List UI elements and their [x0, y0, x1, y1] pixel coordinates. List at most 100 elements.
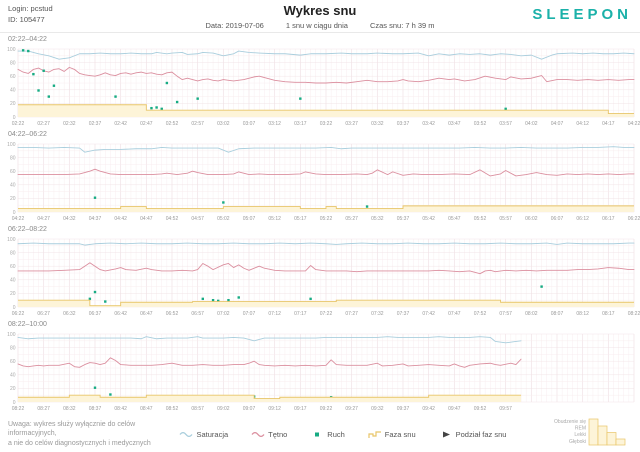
phase-depth-label: Głęboki [569, 438, 586, 444]
x-axis-tick: 05:57 [499, 216, 512, 222]
x-axis-tick: 07:02 [217, 311, 230, 317]
x-axis-tick: 07:07 [243, 311, 256, 317]
disclaimer-line1: Uwaga: wykres służy wyłącznie do celów i… [8, 421, 136, 438]
pulse-legend-icon [251, 431, 265, 437]
x-axis-tick: 08:22 [628, 311, 640, 317]
x-axis-tick: 04:12 [576, 121, 589, 127]
y-axis-tick: 60 [10, 74, 16, 80]
x-axis-tick: 05:37 [397, 216, 410, 222]
x-axis-tick: 04:37 [89, 216, 102, 222]
phase-split-legend-icon [442, 431, 450, 437]
x-axis-tick: 02:52 [166, 121, 179, 127]
y-axis-tick: 100 [7, 47, 16, 53]
legend-label: Saturacja [196, 429, 229, 439]
y-axis-tick: 40 [10, 278, 16, 284]
x-axis-tick: 08:12 [576, 311, 589, 317]
x-axis-tick: 06:17 [602, 216, 615, 222]
y-axis-tick: 80 [10, 155, 16, 161]
sleep-phase-legend-icon [368, 430, 381, 438]
y-axis-tick: 40 [10, 88, 16, 94]
x-axis-tick: 07:22 [320, 311, 333, 317]
panel-time-range: 04:22–06:22 [8, 131, 47, 138]
x-axis-tick: 09:02 [217, 406, 230, 412]
chart-panel-3: 06:22–08:22 0 20 40 60 80 100 06:22 06:27 06:32 06… [0, 223, 640, 318]
y-axis-tick: 80 [10, 60, 16, 66]
x-axis-tick: 06:07 [551, 216, 564, 222]
x-axis-tick: 04:32 [63, 216, 76, 222]
sleep-time-label: Czas snu: 7 h 39 m [369, 21, 435, 31]
y-axis-tick: 40 [10, 183, 16, 189]
sleep-phase-outline [18, 394, 522, 400]
pulse-line [17, 168, 635, 177]
x-axis-tick: 03:42 [422, 121, 435, 127]
x-axis-tick: 07:47 [448, 311, 461, 317]
y-axis-tick: 60 [10, 359, 16, 365]
x-axis-tick: 05:02 [217, 216, 230, 222]
y-axis-tick: 0 [13, 400, 16, 406]
saturation-line [17, 146, 635, 153]
x-axis-tick: 09:57 [499, 406, 512, 412]
x-axis-tick: 08:52 [166, 406, 179, 412]
x-axis-tick: 05:17 [294, 216, 307, 222]
x-axis-tick: 04:42 [114, 216, 127, 222]
sleep-chart-svg: 0 20 40 60 80 100 04:22 04:27 04:32 04:37 04:42 04:… [7, 142, 640, 222]
x-axis-tick: 08:57 [191, 406, 204, 412]
saturation-line [17, 242, 635, 246]
x-axis-tick: 08:22 [12, 406, 25, 412]
x-axis-tick: 03:37 [397, 121, 410, 127]
legend-label: Faza snu [384, 429, 416, 439]
x-axis-tick: 04:52 [166, 216, 179, 222]
x-axis-tick: 06:32 [63, 311, 76, 317]
x-axis-tick: 08:07 [551, 311, 564, 317]
chart-panel-4: 08:22–10:00 0 20 40 60 80 100 08:22 08:27 08:32 08… [0, 318, 640, 413]
x-axis-tick: 02:22 [12, 121, 25, 127]
y-axis-tick: 100 [7, 332, 16, 338]
x-axis-tick: 06:42 [114, 311, 127, 317]
sleepon-logo: SLEEPON [532, 6, 632, 23]
legend-label: Podział faz snu [455, 429, 507, 439]
x-axis-tick: 07:32 [371, 311, 384, 317]
y-axis-tick: 20 [10, 196, 16, 202]
y-axis-tick: 0 [13, 305, 16, 311]
sleep-phase-area [18, 300, 634, 307]
x-axis-tick: 05:42 [422, 216, 435, 222]
x-axis-tick: 04:22 [628, 121, 640, 127]
disclaimer-note: Uwaga: wykres służy wyłącznie do celów i… [8, 420, 160, 447]
legend-item-saturacja: Saturacja [179, 430, 228, 439]
legend-label: Tętno [268, 429, 288, 439]
sleep-phase-outline [18, 104, 634, 115]
pulse-line [17, 66, 635, 84]
x-axis-tick: 08:17 [602, 311, 615, 317]
x-axis-tick: 09:37 [397, 406, 410, 412]
chart-panel-2: 04:22–06:22 0 20 40 60 80 100 04:22 04:27 04:32 04… [0, 128, 640, 223]
sleep-phase-outline [18, 299, 634, 307]
sleep-chart-svg: 0 20 40 60 80 100 06:22 06:27 06:32 06:37 06:42 06:… [7, 237, 640, 317]
x-axis-tick: 05:07 [243, 216, 256, 222]
x-axis-tick: 07:17 [294, 311, 307, 317]
report-footer: Uwaga: wykres służy wyłącznie do celów i… [0, 413, 640, 452]
legend-label: Ruch [327, 429, 345, 439]
legend-item-podzia-faz-snu: Podział faz snu [439, 429, 507, 439]
x-axis-tick: 03:17 [294, 121, 307, 127]
x-axis-tick: 04:07 [551, 121, 564, 127]
x-axis-tick: 03:02 [217, 121, 230, 127]
x-axis-tick: 05:27 [345, 216, 358, 222]
y-axis-tick: 80 [10, 250, 16, 256]
saturation-legend-icon [179, 431, 193, 437]
y-axis-tick: 20 [10, 386, 16, 392]
y-axis-tick: 0 [13, 115, 16, 121]
x-axis-tick: 09:12 [268, 406, 281, 412]
x-axis-tick: 04:27 [37, 216, 50, 222]
panel-time-range: 02:22–04:22 [8, 36, 47, 43]
legend-item-ruch: Ruch [310, 430, 345, 439]
x-axis-tick: 04:47 [140, 216, 153, 222]
phase-depth-label: Obudzenie się [554, 419, 586, 425]
x-axis-tick: 03:27 [345, 121, 358, 127]
page-title: Wykres snu [283, 3, 357, 18]
x-axis-tick: 07:42 [422, 311, 435, 317]
x-axis-tick: 08:02 [525, 311, 538, 317]
y-axis-tick: 80 [10, 345, 16, 351]
x-axis-tick: 06:57 [191, 311, 204, 317]
